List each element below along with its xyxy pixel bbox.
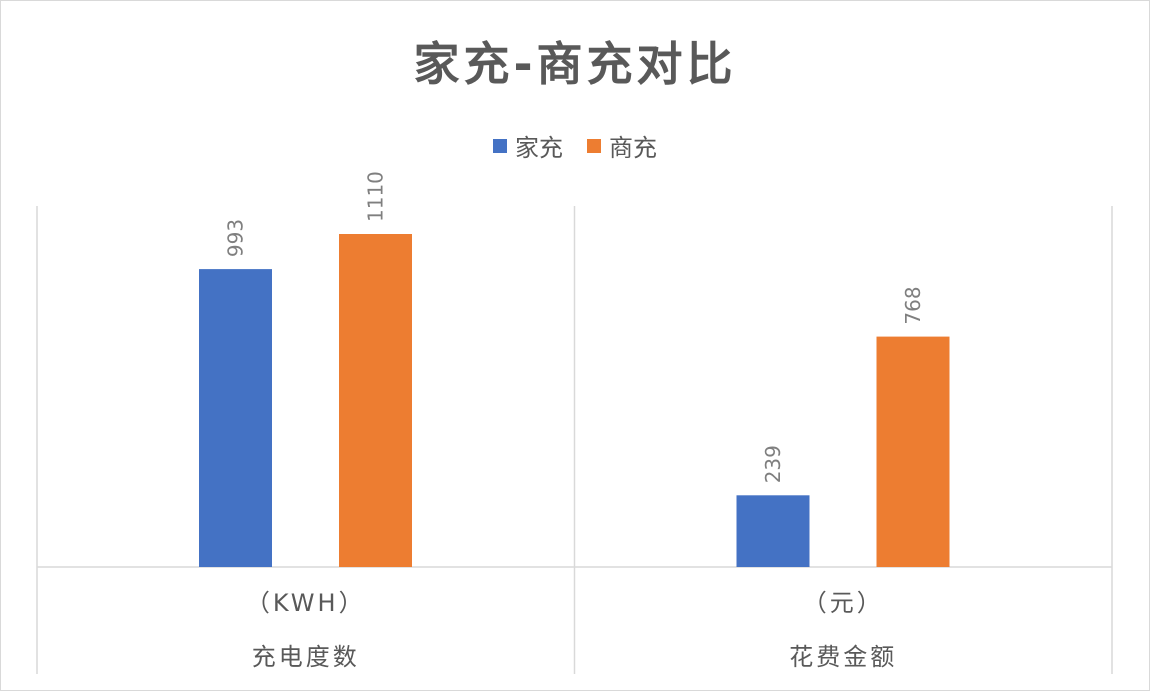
bar-home-1	[736, 495, 810, 567]
category-unit-label: （KWH）	[246, 589, 366, 617]
category-name-label: 充电度数	[252, 643, 360, 671]
category-unit-label: （元）	[803, 589, 884, 617]
data-label: 1110	[364, 171, 388, 222]
legend: 家充 商充	[0, 128, 1150, 163]
legend-swatch-home	[493, 138, 507, 153]
chart-title: 家充-商充对比	[413, 37, 737, 91]
category-name-label: 花费金额	[789, 643, 897, 671]
data-label: 768	[901, 286, 925, 324]
legend-label-home: 家充	[515, 134, 563, 162]
bar-commercial-0	[339, 234, 412, 567]
bar-home-0	[199, 269, 272, 567]
legend-label-commercial: 商充	[609, 134, 657, 162]
legend-item-home: 家充	[493, 128, 563, 163]
legend-swatch-commercial	[587, 138, 601, 153]
bar-commercial-1	[876, 336, 950, 567]
legend-item-commercial: 商充	[587, 128, 657, 163]
data-label: 993	[224, 219, 248, 257]
data-label: 239	[761, 445, 785, 483]
